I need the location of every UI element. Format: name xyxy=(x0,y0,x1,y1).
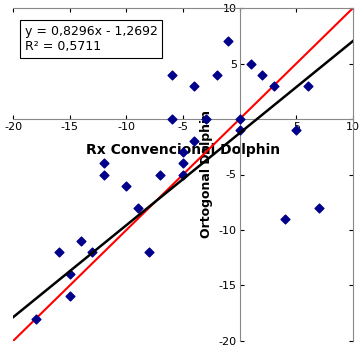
Y-axis label: Ortogonal Dolphin: Ortogonal Dolphin xyxy=(200,111,213,238)
Point xyxy=(271,83,277,88)
Text: y = 0,8296x - 1,2692
R² = 0,5711: y = 0,8296x - 1,2692 R² = 0,5711 xyxy=(24,25,157,53)
Point xyxy=(248,61,254,66)
Point xyxy=(180,150,186,155)
Point xyxy=(146,249,152,255)
Point xyxy=(90,249,95,255)
Point xyxy=(101,172,107,177)
Point xyxy=(78,238,84,244)
Point xyxy=(237,116,242,122)
Point xyxy=(316,205,322,211)
Point xyxy=(180,161,186,166)
Point xyxy=(33,316,39,322)
Point xyxy=(158,172,163,177)
X-axis label: Rx Convencional Dolphin: Rx Convencional Dolphin xyxy=(86,143,280,157)
Point xyxy=(180,172,186,177)
Point xyxy=(169,72,175,78)
Point xyxy=(214,72,220,78)
Point xyxy=(169,116,175,122)
Point xyxy=(203,116,209,122)
Point xyxy=(260,72,265,78)
Point xyxy=(67,271,73,277)
Point xyxy=(293,127,299,133)
Point xyxy=(101,161,107,166)
Point xyxy=(135,205,141,211)
Point xyxy=(123,183,129,188)
Point xyxy=(191,83,197,88)
Point xyxy=(237,127,242,133)
Point xyxy=(191,138,197,144)
Point xyxy=(225,39,231,44)
Point xyxy=(67,294,73,299)
Point xyxy=(282,216,288,222)
Point xyxy=(305,83,310,88)
Point xyxy=(56,249,62,255)
